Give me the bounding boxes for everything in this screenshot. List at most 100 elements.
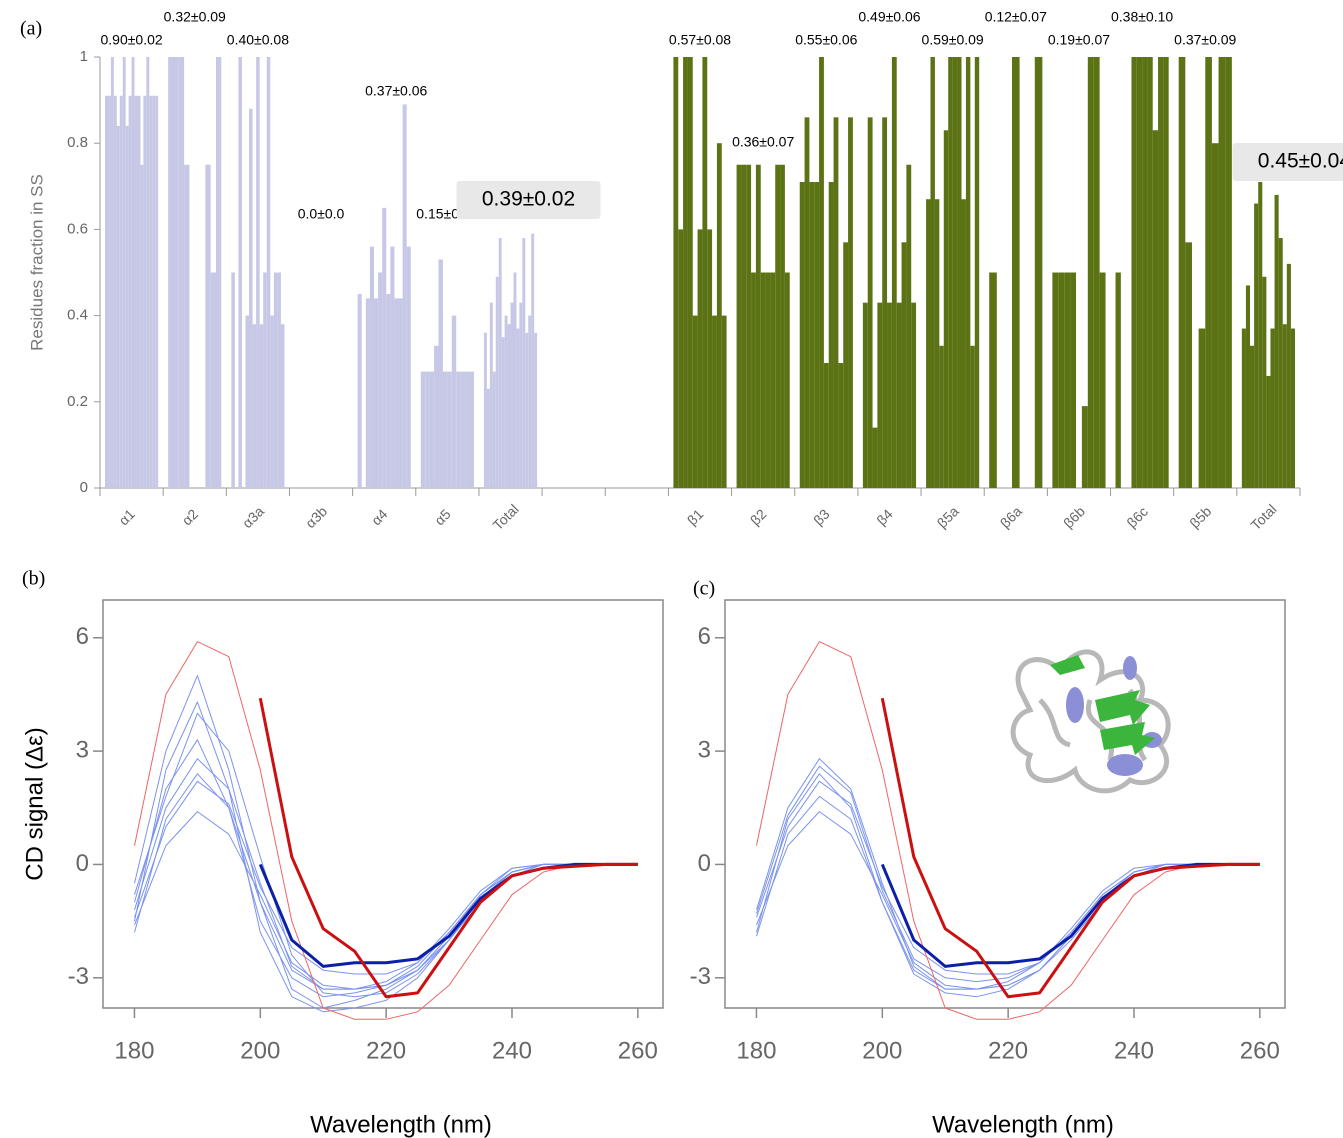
label-box bbox=[456, 181, 601, 219]
bar bbox=[116, 125, 120, 489]
x-tick-label: 180 bbox=[114, 1037, 154, 1064]
bar bbox=[146, 57, 150, 488]
bar bbox=[1218, 57, 1226, 488]
x-tick-label: α5 bbox=[431, 506, 454, 529]
x-tick-label: Total bbox=[1247, 501, 1279, 533]
bar bbox=[425, 371, 430, 488]
bar bbox=[429, 371, 435, 488]
bar bbox=[934, 199, 940, 489]
bar bbox=[128, 95, 132, 488]
bar bbox=[887, 302, 892, 488]
bar bbox=[673, 57, 679, 488]
bar bbox=[911, 302, 917, 488]
bar bbox=[943, 130, 949, 488]
group-label: 0.39±0.02 bbox=[482, 188, 575, 211]
bar bbox=[974, 57, 980, 488]
bar bbox=[489, 302, 493, 488]
bar bbox=[438, 259, 443, 488]
cd-curve bbox=[134, 641, 638, 1020]
bar bbox=[131, 57, 135, 488]
bar bbox=[823, 363, 829, 488]
bar bbox=[814, 181, 820, 489]
x-tick-label: β5a bbox=[934, 503, 962, 531]
bar bbox=[1245, 285, 1251, 488]
bar bbox=[456, 371, 461, 488]
bar bbox=[1152, 130, 1159, 488]
cd-curve bbox=[880, 862, 1260, 968]
bar bbox=[906, 164, 912, 488]
bar bbox=[741, 164, 747, 488]
panel-label: (b) bbox=[22, 568, 45, 590]
x-tick-label: 200 bbox=[240, 1037, 280, 1064]
bar bbox=[1266, 375, 1271, 488]
bar bbox=[259, 324, 264, 488]
bar bbox=[460, 371, 466, 488]
bar bbox=[683, 57, 688, 488]
bar bbox=[1185, 242, 1192, 488]
cd-curve bbox=[134, 780, 638, 975]
bar bbox=[1147, 57, 1153, 488]
bar bbox=[184, 164, 190, 488]
bar bbox=[775, 164, 781, 488]
x-tick-label: 260 bbox=[618, 1037, 658, 1064]
bar bbox=[390, 246, 395, 488]
y-tick-label: 6 bbox=[698, 623, 711, 650]
bar bbox=[365, 298, 370, 488]
bar bbox=[451, 315, 457, 488]
bar bbox=[110, 57, 114, 488]
bar bbox=[1290, 328, 1295, 488]
y-tick-label: 6 bbox=[76, 623, 89, 650]
group-label: 0.40±0.08 bbox=[227, 32, 289, 48]
bar bbox=[119, 95, 123, 488]
cd-curve bbox=[134, 712, 638, 998]
bar bbox=[751, 272, 756, 488]
y-tick-label: 1 bbox=[80, 48, 88, 65]
x-tick-label: β3 bbox=[810, 506, 833, 529]
bar bbox=[107, 95, 111, 488]
bar bbox=[483, 332, 487, 488]
protein-structure bbox=[1010, 649, 1171, 794]
bar bbox=[828, 181, 834, 489]
bar bbox=[249, 108, 253, 488]
plot-frame bbox=[102, 599, 664, 1009]
bar bbox=[882, 117, 888, 488]
bar bbox=[833, 117, 839, 488]
bar bbox=[168, 57, 174, 488]
bar bbox=[896, 302, 902, 488]
bar bbox=[1258, 181, 1263, 489]
group-label: 0.57±0.08 bbox=[669, 32, 731, 48]
bar bbox=[386, 294, 391, 488]
bar bbox=[519, 302, 523, 488]
y-tick-label: 3 bbox=[698, 736, 711, 763]
bar bbox=[447, 371, 452, 488]
bar bbox=[173, 57, 179, 488]
bar bbox=[770, 272, 776, 488]
bar bbox=[804, 117, 810, 488]
bar bbox=[152, 95, 156, 488]
bar bbox=[113, 95, 117, 488]
label-box bbox=[1232, 143, 1343, 181]
bar bbox=[939, 345, 944, 488]
bar bbox=[1274, 194, 1279, 489]
group-label: 0.59±0.09 bbox=[922, 32, 984, 48]
bar bbox=[1211, 143, 1219, 488]
x-tick-label: Total bbox=[489, 501, 521, 533]
bar bbox=[420, 371, 426, 488]
panel-label: (a) bbox=[20, 18, 42, 40]
bar bbox=[266, 57, 271, 488]
helix bbox=[1123, 656, 1137, 680]
bar bbox=[838, 363, 844, 488]
y-tick-label: 0.6 bbox=[67, 220, 88, 237]
bar bbox=[252, 324, 257, 488]
bar bbox=[510, 302, 514, 488]
bar bbox=[784, 272, 790, 488]
y-tick-label: 0 bbox=[698, 850, 711, 877]
group-label: 0.0±0.0 bbox=[298, 206, 345, 222]
bar bbox=[398, 298, 403, 488]
bar bbox=[765, 272, 771, 488]
cd-curve bbox=[134, 773, 638, 990]
y-tick-label: -3 bbox=[690, 963, 711, 990]
bar bbox=[525, 332, 529, 488]
bar bbox=[970, 345, 975, 488]
